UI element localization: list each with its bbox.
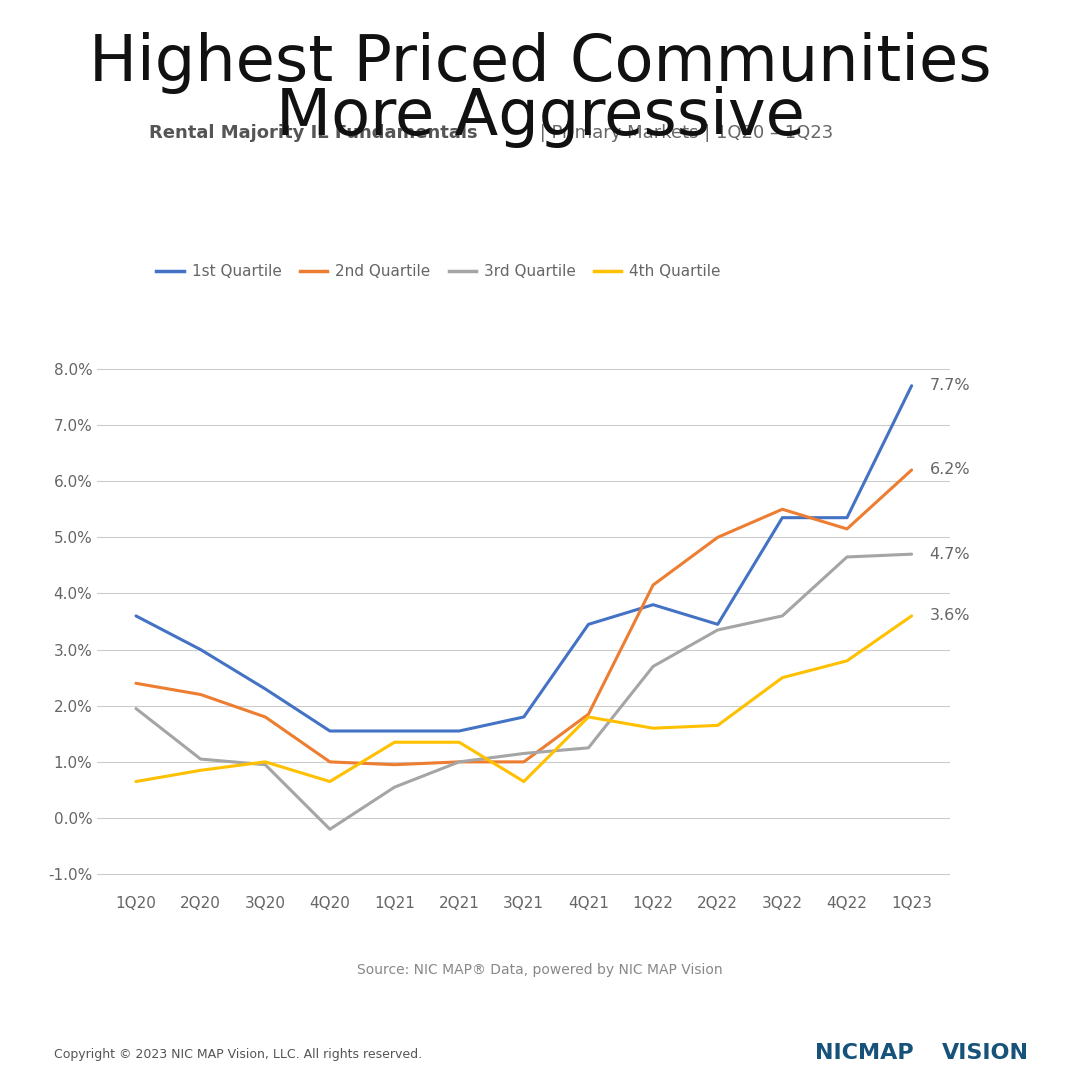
Text: Highest Priced Communities: Highest Priced Communities [89,32,991,94]
Legend: 1st Quartile, 2nd Quartile, 3rd Quartile, 4th Quartile: 1st Quartile, 2nd Quartile, 3rd Quartile… [150,258,727,285]
Text: 7.7%: 7.7% [930,378,970,393]
Text: NICMAP: NICMAP [815,1042,914,1063]
Text: 4.7%: 4.7% [930,546,970,562]
Text: Source: NIC MAP® Data, powered by NIC MAP Vision: Source: NIC MAP® Data, powered by NIC MA… [357,963,723,977]
Text: 6.2%: 6.2% [930,462,970,477]
Text: | Primary Markets | 1Q20 – 1Q23: | Primary Markets | 1Q20 – 1Q23 [534,124,833,141]
Text: VISION: VISION [942,1042,1029,1063]
Text: 3.6%: 3.6% [930,608,970,623]
Text: Copyright © 2023 NIC MAP Vision, LLC. All rights reserved.: Copyright © 2023 NIC MAP Vision, LLC. Al… [54,1048,422,1061]
Text: More Aggressive: More Aggressive [275,86,805,148]
Text: Rental Majority IL Fundamentals: Rental Majority IL Fundamentals [149,124,477,141]
